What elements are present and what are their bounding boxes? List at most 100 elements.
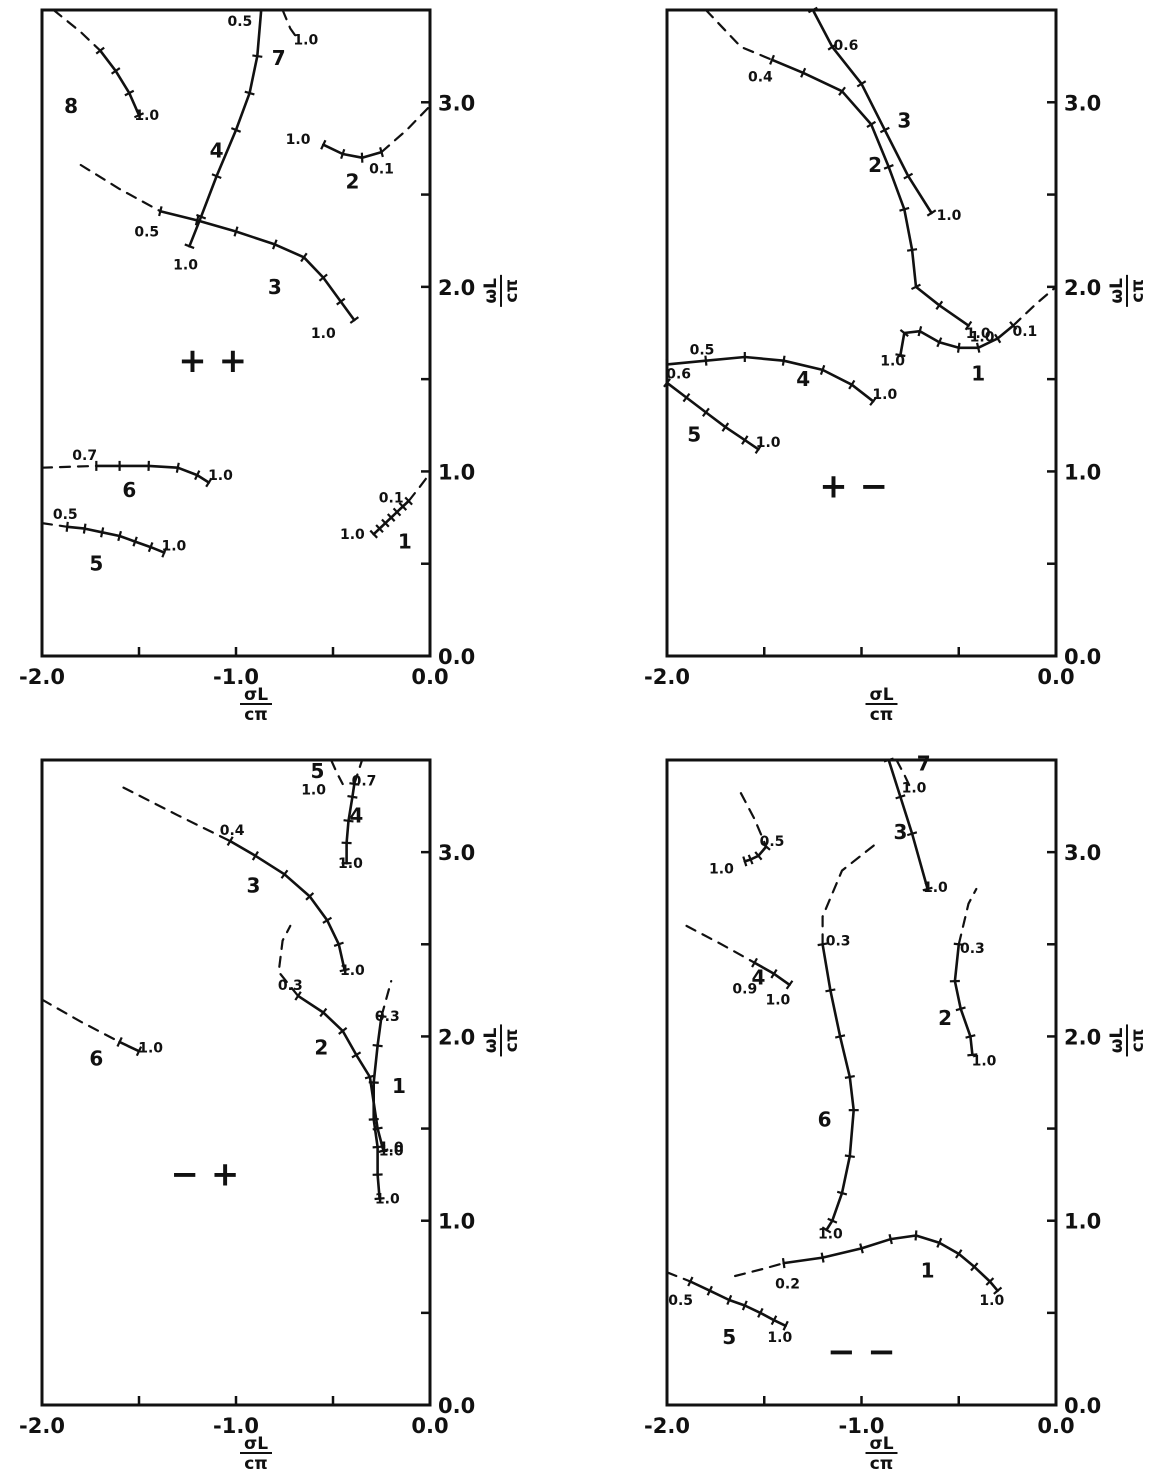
series-4-point-label: 1.0 [765, 993, 790, 1009]
series-8: 1.08 [52, 8, 159, 124]
series-2: 0.3 1.0 2 [277, 924, 404, 1160]
series-1-point-label: 0.1 [379, 490, 404, 506]
series-8-number: 8 [64, 94, 78, 118]
series-6-number: 6 [122, 478, 136, 502]
x-axis-label-numerator: σL [869, 1434, 893, 1454]
series-1-point [936, 337, 943, 348]
series-5-point-label: 0.6 [666, 367, 691, 383]
series-2-number: 2 [314, 1035, 328, 1059]
series-6-dashed-line [40, 464, 98, 469]
series-5: 1.05 [301, 758, 344, 798]
x-tick-label: -2.0 [644, 1414, 690, 1438]
series-5-point [65, 521, 69, 532]
series-5-point [100, 527, 105, 538]
series-4: 1.0 0.5 4 [173, 8, 267, 274]
series-3-point [895, 794, 906, 800]
series-7-dashed-line [895, 758, 914, 793]
series-6: 0.3 1.0 6 [817, 841, 879, 1243]
series-6-point [844, 1154, 855, 1159]
series-5-number: 5 [722, 1325, 736, 1349]
series-2-point [769, 54, 775, 65]
series-3-point [856, 80, 867, 88]
series-2-point [899, 206, 910, 212]
series-1-point-label: 1.0 [375, 1192, 400, 1208]
series-5-point [721, 422, 730, 432]
series-6-point [135, 1046, 143, 1057]
series-2-point [351, 1051, 362, 1059]
series-u-point [754, 851, 763, 861]
series-4-point [196, 213, 207, 220]
x-tick-label: 0.0 [1037, 1414, 1074, 1438]
series-5-number: 5 [311, 759, 325, 783]
series-5-point [726, 1294, 733, 1305]
series-4: 0.7 1.0 4 [338, 758, 376, 872]
series-3-point [194, 215, 200, 226]
series-4-point [252, 54, 263, 58]
series-3-number: 3 [268, 275, 282, 299]
series-1-point [372, 1043, 383, 1048]
series-1-point [1009, 321, 1018, 331]
series-3-point [903, 172, 914, 180]
series-1-point [975, 342, 981, 353]
series-7-number: 7 [917, 752, 931, 776]
series-7-number: 7 [272, 46, 286, 70]
series-4: 0.5 1.0 4 [665, 343, 897, 406]
y-tick-label: 1.0 [1064, 460, 1101, 484]
series-6-point [834, 1034, 846, 1039]
series-5-point-label: 1.0 [162, 538, 187, 554]
series-5-point [757, 1307, 764, 1318]
series-5-point [770, 1315, 778, 1326]
series-4-line [665, 355, 875, 403]
series-1-number: 1 [921, 1258, 935, 1282]
series-2-point [379, 147, 384, 158]
series-1-point [381, 518, 390, 528]
series-3-point-label: 0.4 [220, 823, 245, 839]
series-3-point [305, 892, 315, 901]
series-4-point [347, 794, 358, 799]
x-tick-label: 0.0 [411, 665, 448, 689]
series-4-number: 4 [349, 803, 363, 827]
series-6-point-label: 1.0 [208, 468, 233, 484]
series-1: 0.2 1.0 1 [734, 1230, 1004, 1309]
series-5-point [702, 407, 710, 418]
series-1-point [993, 1286, 1003, 1295]
x-axis-label-denominator: cπ [870, 1454, 894, 1474]
series-1-point-label: 1.0 [979, 1293, 1004, 1309]
series-3-point [322, 916, 333, 924]
series-6-point-label: 1.0 [138, 1040, 163, 1056]
series-1-point [888, 1234, 893, 1245]
series-3-point-label: 1.0 [311, 326, 336, 342]
series-2-point-label: 0.3 [960, 941, 985, 957]
series-3-point-label: 1.0 [340, 963, 365, 979]
series-3-dashed-line [122, 786, 232, 843]
series-4-point [751, 957, 758, 968]
y-axis-label-numerator: ωL [481, 278, 501, 304]
series-3-dashed-line [79, 163, 162, 213]
sign-label: − − [827, 1332, 896, 1372]
series-5-point [132, 536, 138, 547]
series-1-number: 1 [971, 362, 985, 386]
series-1-dashed-line [1012, 285, 1058, 327]
series-3-point [280, 869, 289, 879]
series-6-point [844, 1074, 855, 1079]
sign-label: + + [178, 341, 247, 381]
series-5-number: 5 [687, 423, 701, 447]
series-7: 1.07 [895, 752, 931, 797]
x-axis-label-numerator: σL [244, 1434, 268, 1454]
series-1-point [955, 1249, 963, 1259]
series-1-point [376, 1014, 387, 1018]
series-1-point [985, 1277, 995, 1286]
x-tick-label: 0.0 [411, 1414, 448, 1438]
y-tick-label: 0.0 [438, 645, 475, 669]
series-5-point [754, 444, 763, 455]
series-3-line [887, 758, 929, 891]
series-8-point [133, 112, 145, 119]
series-1-point-label: 1.0 [340, 527, 365, 543]
series-5-dashed-line [40, 522, 69, 528]
y-tick-label: 1.0 [438, 460, 475, 484]
series-1-point [970, 1262, 979, 1272]
x-tick-label: -2.0 [19, 665, 65, 689]
y-tick-label: 2.0 [438, 276, 475, 300]
series-1: 1.0 0.1 1 [340, 472, 432, 554]
series-6-point [175, 462, 180, 473]
